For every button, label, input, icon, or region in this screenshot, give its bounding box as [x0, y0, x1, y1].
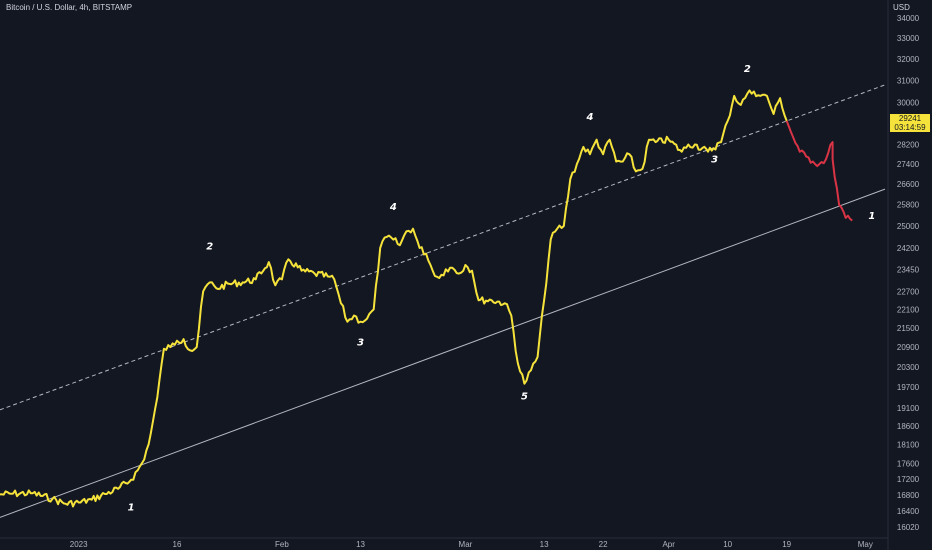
wave-label-2: 2 — [206, 241, 213, 252]
y-tick-label: 16400 — [897, 507, 920, 516]
x-tick-label: 22 — [599, 540, 608, 549]
wave-label-5: 5 — [521, 391, 528, 402]
last-price-tag: 29241 03:14:59 — [890, 114, 930, 132]
bar-countdown: 03:14:59 — [894, 123, 926, 132]
currency-label: USD — [893, 3, 910, 12]
chart-title: Bitcoin / U.S. Dollar, 4h, BITSTAMP — [6, 3, 133, 12]
trend-line-solid — [0, 188, 886, 518]
y-tick-label: 18600 — [897, 422, 920, 431]
wave-label-3: 3 — [711, 155, 718, 166]
trend-line-dashed — [0, 84, 886, 411]
y-tick-label: 17200 — [897, 475, 920, 484]
y-tick-label: 17600 — [897, 459, 920, 468]
last-price-value: 29241 — [898, 114, 922, 123]
x-tick-label: 2023 — [70, 540, 88, 549]
wave-label-3: 3 — [357, 338, 364, 349]
x-tick-label: 19 — [782, 540, 791, 549]
y-tick-label: 21500 — [897, 324, 920, 333]
x-tick-label: 13 — [540, 540, 549, 549]
y-tick-label: 19700 — [897, 383, 920, 392]
x-tick-label: Apr — [662, 540, 675, 549]
x-tick-label: Feb — [275, 540, 289, 549]
y-tick-label: 26600 — [897, 180, 920, 189]
y-tick-label: 22700 — [897, 287, 920, 296]
wave-label-1: 1 — [868, 211, 875, 222]
y-tick-label: 20300 — [897, 363, 920, 372]
y-tick-label: 20900 — [897, 343, 920, 352]
y-tick-label: 25800 — [897, 201, 920, 210]
y-tick-label: 22100 — [897, 305, 920, 314]
x-tick-label: Mar — [459, 540, 473, 549]
x-tick-label: 10 — [723, 540, 732, 549]
y-tick-label: 30000 — [897, 99, 920, 108]
x-tick-label: 16 — [173, 540, 182, 549]
y-tick-label: 25000 — [897, 222, 920, 231]
y-tick-label: 32000 — [897, 55, 920, 64]
price-series-recent — [785, 120, 853, 222]
y-tick-label: 34000 — [897, 14, 920, 23]
price-series-main — [0, 89, 788, 508]
x-tick-label: May — [858, 540, 873, 549]
y-tick-label: 18100 — [897, 440, 920, 449]
y-tick-label: 33000 — [897, 34, 920, 43]
y-tick-label: 24200 — [897, 244, 920, 253]
y-tick-label: 27400 — [897, 160, 920, 169]
wave-label-4: 4 — [389, 202, 397, 213]
wave-label-4: 4 — [586, 112, 594, 123]
y-tick-label: 16020 — [897, 523, 920, 532]
y-tick-label: 31000 — [897, 76, 920, 85]
wave-label-1: 1 — [128, 502, 135, 513]
x-tick-label: 13 — [356, 540, 365, 549]
y-tick-label: 23450 — [897, 265, 920, 274]
y-tick-label: 28200 — [897, 141, 920, 150]
y-tick-label: 19100 — [897, 404, 920, 413]
y-tick-label: 16800 — [897, 491, 920, 500]
wave-label-2: 2 — [744, 64, 751, 75]
